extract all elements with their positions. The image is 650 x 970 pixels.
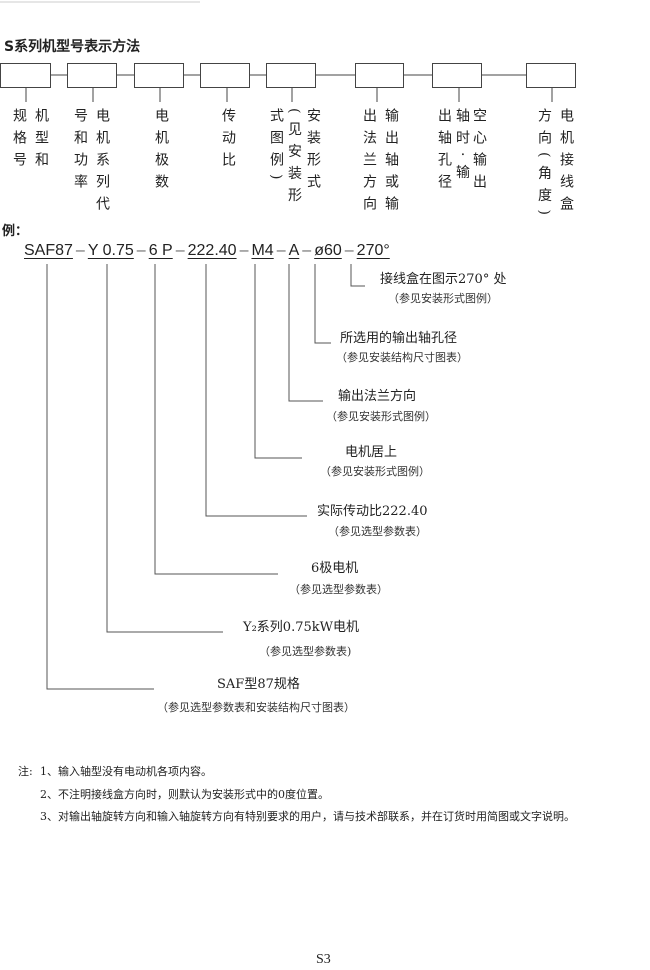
explanation-note: （参见安装结构尺寸图表） [336,351,468,364]
model-code: SAF87– Y 0.75–6 P –222.40– M4– A – ø60–270° [24,242,390,260]
box-label-column: 方向(角度) [536,108,552,223]
box-label-column: 安装形式 [305,108,321,196]
leader-ratio [205,264,307,517]
note-item: 1、输入轴型没有电动机各项内容。 [40,765,212,778]
box-label-column: 电机接线盒 [558,108,574,218]
leader-270 [350,264,365,287]
box-mounting [266,63,316,88]
box-bore [432,63,482,88]
box-ratio [200,63,250,88]
code-segment-angle: 270° [356,242,390,259]
box-label-column: 出法兰方向 [361,108,377,218]
leader-m4 [254,264,302,459]
leader-flange [288,264,323,402]
explanation-label: Y₂系列0.75kW电机 [243,620,359,635]
notes-prefix: 注: [18,765,33,778]
code-segment-size: SAF87 [24,242,73,259]
explanation-label: 6极电机 [311,561,359,576]
explanation-note: （参见选型参数表和安装结构尺寸图表） [157,701,355,714]
leader-poles [154,264,278,575]
explanation-label: 接线盒在图示270° 处 [380,272,507,287]
box-label-column: 机型和 [33,108,49,174]
explanation-label: SAF型87规格 [217,677,300,692]
leader-shaft-bore [314,264,331,344]
note-item: 2、不注明接线盒方向时，则默认为安装形式中的0度位置。 [40,788,329,801]
box-terminal [526,63,576,88]
code-segment-ratio: 222.40 [187,242,237,259]
explanation-note: （参见安装形式图例） [320,465,430,478]
box-motor [67,63,117,88]
box-size [0,63,51,88]
box-label-column: 规格号 [11,108,27,174]
box-label-column: 电机系列代 [94,108,110,218]
note-item: 3、对输出轴旋转方向和输入轴旋转方向有特别要求的用户，请与技术部联系，并在订货时… [40,810,575,823]
explanation-label: 电机居上 [345,445,398,460]
explanation-note: （参见选型参数表） [328,525,427,538]
box-stubs [25,88,553,102]
explanation-note: （参见安装形式图例） [326,410,436,423]
example-heading: 例： [2,224,29,239]
box-label-column: 出轴孔径 [436,108,452,196]
page-number: S3 [316,952,331,967]
code-segment-flange: A [288,242,300,259]
explanation-label: 实际传动比222.40 [317,504,428,519]
separator: – [136,242,146,259]
explanation-note: （参见选型参数表） [289,583,388,596]
separator: – [239,242,249,259]
code-segment-bore: ø60 [314,242,342,259]
box-label-column: 轴时·输 [454,108,470,187]
leader-size [46,264,154,690]
page-title: S系列机型号表示方法 [4,39,141,55]
explanation-label: 所选用的输出轴孔径 [340,331,458,346]
box-label-column: 电机极数 [153,108,169,196]
explanation-label: 输出法兰方向 [338,389,417,404]
box-label-column: 空心输出 [471,108,487,196]
box-label-column: 式图例) [268,108,284,188]
code-segment-mounting: M4 [251,242,274,259]
box-label-column: 号和功率 [72,108,88,196]
separator: – [175,242,185,259]
leader-lines [46,264,365,690]
separator: – [344,242,354,259]
explanation-note: （参见安装形式图例） [388,292,498,305]
box-label-column: 输出轴或输 [383,108,399,218]
separator: – [302,242,312,259]
separator: – [276,242,286,259]
box-label-column: (见安装形 [286,108,302,210]
explanation-note: （参见选型参数表) [259,645,352,658]
leader-motor [106,264,223,633]
box-poles [134,63,184,88]
box-output [355,63,404,88]
code-segment-poles: 6 P [148,242,173,259]
separator: – [75,242,85,259]
code-segment-motor: Y 0.75 [87,242,134,259]
box-label-column: 传动比 [220,108,236,174]
